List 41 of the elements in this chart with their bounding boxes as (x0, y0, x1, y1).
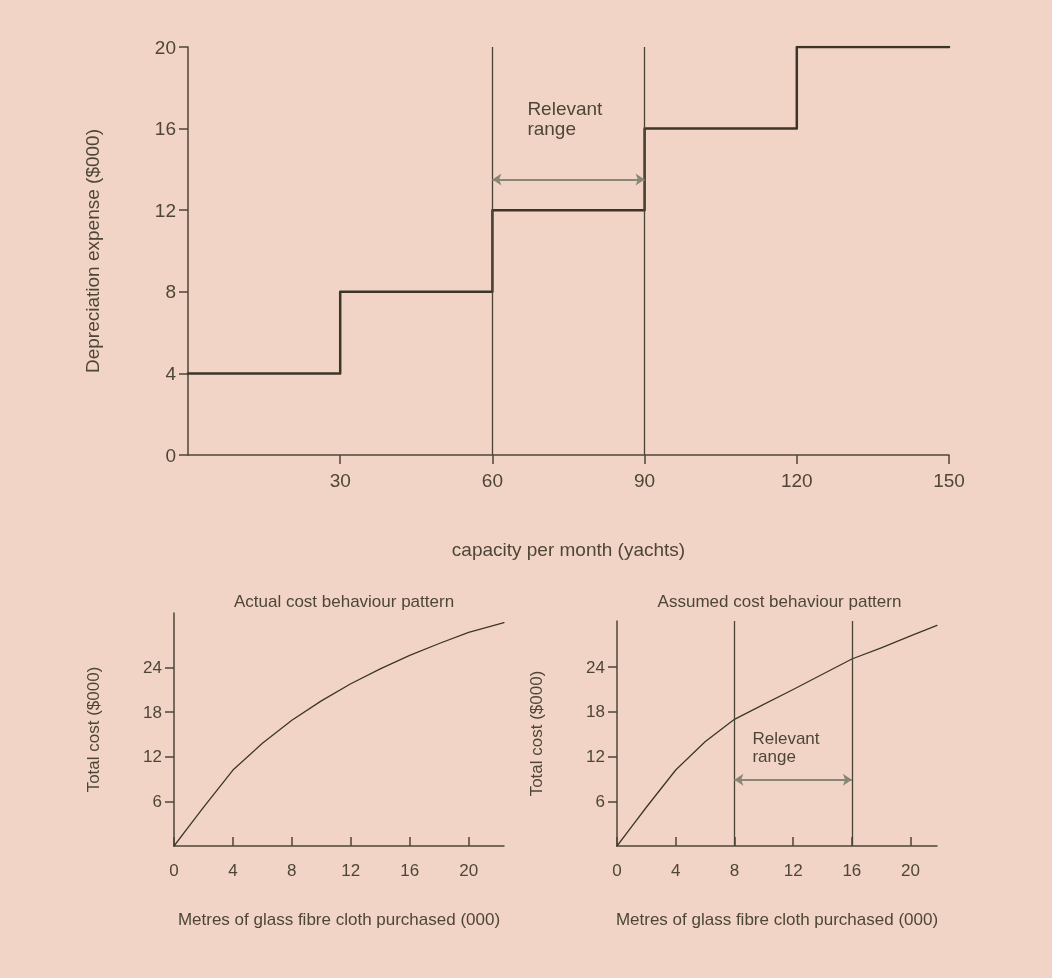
x-tick-label: 60 (481, 470, 503, 491)
y-tick-label: 20 (154, 36, 176, 58)
y-tick-label: 4 (165, 362, 177, 384)
y-axis-title: Depreciation expense ($000) (82, 129, 103, 373)
x-tick-label: 20 (901, 861, 921, 880)
y-tick-label: 18 (586, 702, 605, 722)
x-tick-label: 4 (670, 861, 681, 880)
x-tick-label: 16 (842, 861, 862, 880)
y-axis-title: Total cost ($000) (527, 670, 546, 797)
y-tick-label: 0 (165, 444, 176, 466)
x-axis-title: Metres of glass fibre cloth purchased (000) (615, 910, 939, 929)
y-tick-label: 16 (154, 118, 176, 140)
x-tick-label: 12 (341, 861, 361, 880)
x-tick-label: 16 (400, 861, 420, 880)
x-tick-label: 8 (287, 861, 297, 880)
x-tick-label: 4 (228, 861, 238, 880)
x-tick-label: 90 (634, 470, 656, 491)
y-tick-label: 12 (154, 199, 176, 221)
x-tick-label: 12 (783, 861, 803, 880)
x-tick-label: 120 (780, 470, 813, 491)
annotation: Relevant range (752, 728, 820, 766)
y-tick-label: 18 (143, 702, 162, 722)
y-tick-label: 6 (152, 791, 162, 811)
annotation: Relevant range (527, 97, 604, 139)
y-tick-label: 24 (586, 657, 605, 677)
chart-title: Assumed cost behaviour pattern (657, 592, 902, 611)
y-tick-label: 6 (595, 791, 605, 811)
y-tick-label: 8 (165, 281, 176, 303)
y-axis-title: Total cost ($000) (84, 666, 103, 793)
y-tick-label: 12 (143, 747, 162, 767)
x-tick-label: 0 (612, 861, 622, 880)
x-tick-label: 30 (329, 470, 351, 491)
x-tick-label: 20 (459, 861, 479, 880)
chart-title: Actual cost behaviour pattern (233, 592, 455, 611)
y-tick-label: 12 (586, 747, 605, 767)
x-tick-label: 8 (729, 861, 740, 880)
x-axis-title: Metres of glass fibre cloth purchased (000) (177, 910, 501, 929)
x-axis-title: capacity per month (yachts) (451, 539, 686, 560)
line-series (616, 624, 938, 847)
x-tick-label: 150 (933, 470, 965, 491)
y-tick-label: 24 (143, 657, 162, 677)
